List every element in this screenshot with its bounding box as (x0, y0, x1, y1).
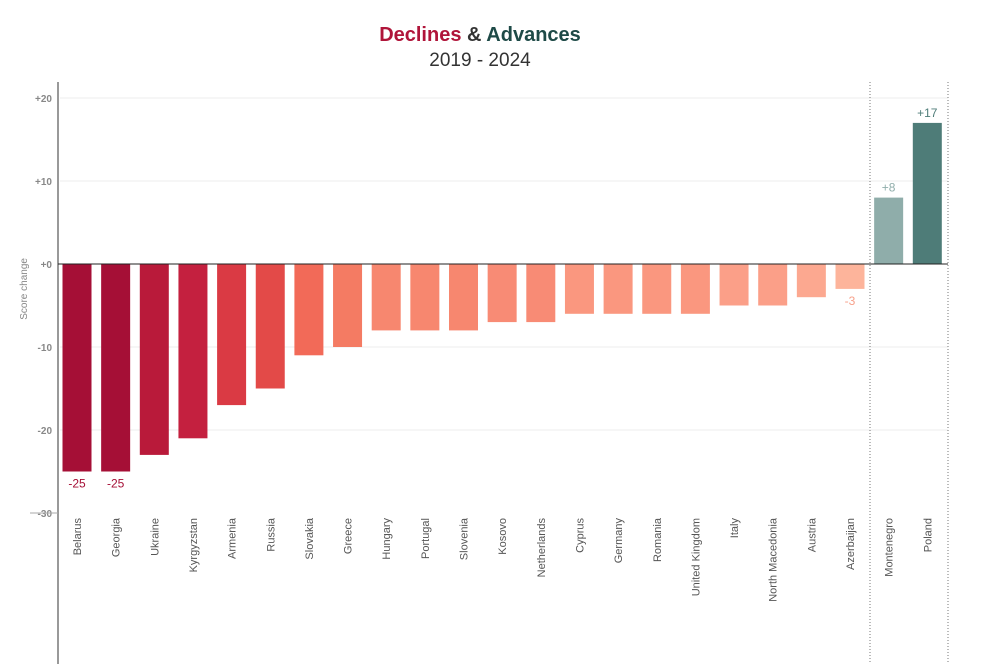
category-label: Kyrgyzstan (188, 518, 200, 572)
category-label: Russia (265, 517, 277, 552)
bar-armenia (217, 264, 247, 406)
category-label: Germany (613, 518, 625, 564)
category-label: Italy (729, 518, 741, 539)
category-label: Armenia (227, 517, 239, 559)
category-label: North Macedonia (768, 517, 780, 602)
bar-portugal (410, 264, 440, 331)
bar-austria (796, 264, 826, 298)
category-label: United Kingdom (690, 518, 702, 596)
bar-hungary (371, 264, 401, 331)
bar-cyprus (564, 264, 594, 314)
y-axis-title: Score change (19, 258, 30, 320)
bar-greece (333, 264, 363, 347)
category-label: Slovakia (304, 517, 316, 559)
bar-italy (719, 264, 749, 306)
title-advances: Advances (486, 24, 581, 46)
category-label: Belarus (72, 518, 84, 556)
data-label: +8 (882, 181, 896, 195)
data-label: -25 (68, 477, 86, 491)
data-label: -25 (107, 477, 125, 491)
category-label: Austria (806, 517, 818, 552)
bar-poland (912, 122, 942, 265)
category-label: Azerbaijan (845, 518, 857, 570)
category-label: Kosovo (497, 518, 509, 555)
bar-belarus (62, 264, 92, 472)
chart-subtitle: 2019 - 2024 (429, 50, 531, 71)
category-label: Romania (652, 517, 664, 562)
chart-title: Declines & Advances (0, 24, 960, 47)
bar-azerbaijan (835, 264, 865, 289)
bar-georgia (101, 264, 131, 472)
y-tick-label: +20 (35, 94, 52, 105)
category-label: Hungary (381, 518, 393, 560)
bar-ukraine (139, 264, 169, 455)
y-tick-label: -30 (38, 509, 53, 520)
category-label: Ukraine (149, 518, 161, 556)
y-tick-label: -20 (38, 426, 53, 437)
bar-kyrgyzstan (178, 264, 208, 439)
category-label: Portugal (420, 518, 432, 559)
category-label: Greece (343, 518, 355, 554)
bar-slovenia (449, 264, 478, 331)
y-tick-label: +10 (35, 177, 52, 188)
title-amp: & (467, 24, 482, 46)
category-label: Poland (922, 518, 934, 552)
data-label: +17 (917, 106, 938, 120)
category-label: Slovenia (459, 517, 471, 560)
bar-germany (603, 264, 633, 314)
y-tick-label: -10 (38, 343, 53, 354)
bar-united-kingdom (680, 264, 710, 314)
category-label: Georgia (111, 517, 123, 557)
bar-kosovo (487, 264, 517, 323)
y-tick-label: +0 (41, 260, 53, 271)
bar-slovakia (294, 264, 324, 356)
title-declines: Declines (379, 24, 462, 46)
data-label: -3 (845, 294, 856, 308)
bar-russia (255, 264, 285, 389)
category-label: Cyprus (574, 518, 586, 553)
bar-romania (642, 264, 672, 314)
category-label: Montenegro (884, 518, 896, 577)
bar-netherlands (526, 264, 556, 323)
bar-north-macedonia (758, 264, 788, 306)
bar-montenegro (874, 197, 904, 264)
category-label: Netherlands (536, 518, 548, 578)
